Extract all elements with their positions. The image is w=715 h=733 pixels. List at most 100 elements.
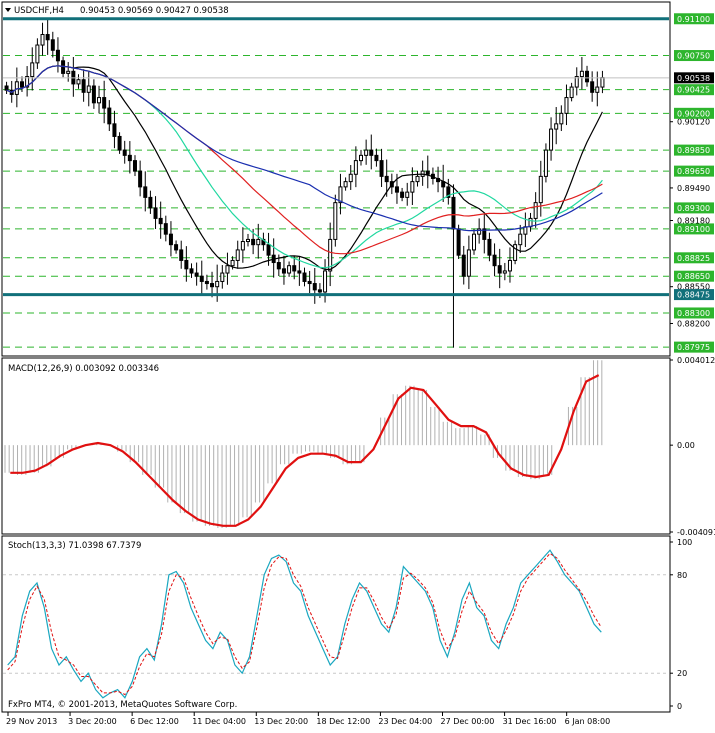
candle-body-up — [472, 233, 477, 251]
candle — [302, 267, 307, 287]
candle-body-down — [302, 272, 307, 282]
candle — [153, 196, 158, 229]
stoch-tick-label: 80 — [677, 571, 687, 580]
candle — [158, 201, 163, 239]
candle-body-down — [50, 39, 55, 51]
candle — [199, 260, 204, 296]
copyright-text: FxPro MT4, © 2001-2013, MetaQuotes Softw… — [8, 700, 237, 710]
candle-body-up — [240, 241, 245, 251]
candle-body-up — [86, 85, 91, 93]
candle — [245, 233, 250, 247]
price-label: 0.88300 — [674, 307, 714, 319]
price-label: 0.88550 — [670, 283, 710, 292]
candle — [507, 247, 512, 283]
candle-body-down — [61, 60, 66, 74]
time-tick-label: 31 Dec 16:00 — [503, 717, 557, 726]
candle — [235, 240, 240, 269]
candle — [189, 263, 194, 278]
price-label-text: 0.88300 — [677, 309, 710, 318]
candle-body-up — [574, 76, 579, 88]
ma-teal-line — [6, 65, 603, 269]
candle-body-up — [549, 128, 554, 151]
candle — [359, 149, 364, 166]
stoch-axis: 100 80 20 0 — [670, 538, 692, 711]
candle — [45, 17, 50, 55]
candle-body-down — [158, 217, 163, 225]
candle — [379, 148, 384, 187]
candle — [55, 37, 60, 73]
candle — [143, 171, 148, 212]
candle-body-up — [35, 44, 40, 64]
time-tick-label: 11 Dec 04:00 — [192, 717, 246, 726]
candle — [405, 182, 410, 206]
price-label: 0.88200 — [670, 319, 710, 328]
candle-body-up — [256, 238, 261, 246]
candle-body-down — [456, 228, 461, 256]
candle-body-down — [91, 85, 96, 104]
candle — [174, 240, 179, 254]
candle — [50, 31, 55, 58]
candle-body-down — [374, 154, 379, 162]
candle — [66, 62, 71, 82]
price-label-box — [674, 107, 714, 119]
stoch-tick-label: 100 — [677, 538, 692, 547]
candle-body-up — [405, 191, 410, 198]
candle-body-down — [482, 228, 487, 240]
candle — [215, 264, 220, 302]
candle-body-up — [25, 76, 30, 88]
symbol-dropdown-icon[interactable] — [5, 8, 11, 12]
candle — [225, 252, 230, 285]
candle-body-up — [359, 154, 364, 162]
ma-blue-line — [6, 65, 603, 232]
candle — [19, 76, 24, 92]
candle — [271, 238, 276, 278]
candle — [518, 224, 523, 253]
candle-body-down — [384, 175, 389, 183]
candle — [220, 265, 225, 289]
stoch-signal-line — [7, 552, 602, 696]
candle — [420, 160, 425, 186]
candle-body-up — [76, 79, 81, 85]
candle — [132, 155, 137, 177]
candle — [574, 67, 579, 96]
candle — [292, 256, 297, 280]
candle — [369, 134, 374, 170]
candle — [461, 245, 466, 285]
price-label-text: 0.88200 — [677, 319, 710, 328]
price-label-box — [674, 270, 714, 282]
stoch-panel-frame — [1, 535, 671, 713]
stoch-tick-label: 20 — [677, 669, 687, 678]
price-label-text: 0.88475 — [677, 291, 710, 300]
candle-body-down — [107, 107, 112, 125]
candle — [384, 159, 389, 197]
candle — [86, 70, 91, 107]
candle-body-down — [451, 196, 456, 230]
candle — [210, 271, 215, 298]
candle-body-up — [518, 233, 523, 246]
candle-body-down — [492, 254, 497, 267]
candle — [168, 221, 173, 257]
price-label: 0.89850 — [674, 144, 714, 156]
candle-body-down — [163, 223, 168, 235]
candle — [281, 255, 286, 285]
price-label-text: 0.88650 — [677, 272, 710, 281]
candle-body-down — [297, 270, 302, 274]
candle-body-down — [204, 280, 209, 285]
price-dashed-levels — [3, 55, 669, 348]
candle — [25, 66, 30, 97]
candle — [400, 187, 405, 202]
candle — [595, 71, 600, 107]
candle-body-down — [55, 49, 60, 62]
candle-body-up — [502, 270, 507, 274]
candle — [364, 139, 369, 165]
candle — [446, 178, 451, 205]
price-label: 0.89300 — [674, 202, 714, 214]
candle-body-up — [338, 186, 343, 204]
price-label-text: 0.89850 — [677, 146, 710, 155]
candle-body-up — [40, 34, 45, 46]
price-label-text: 0.89650 — [677, 167, 710, 176]
price-label-text: 0.91100 — [677, 15, 710, 24]
candle-body-down — [19, 81, 24, 88]
